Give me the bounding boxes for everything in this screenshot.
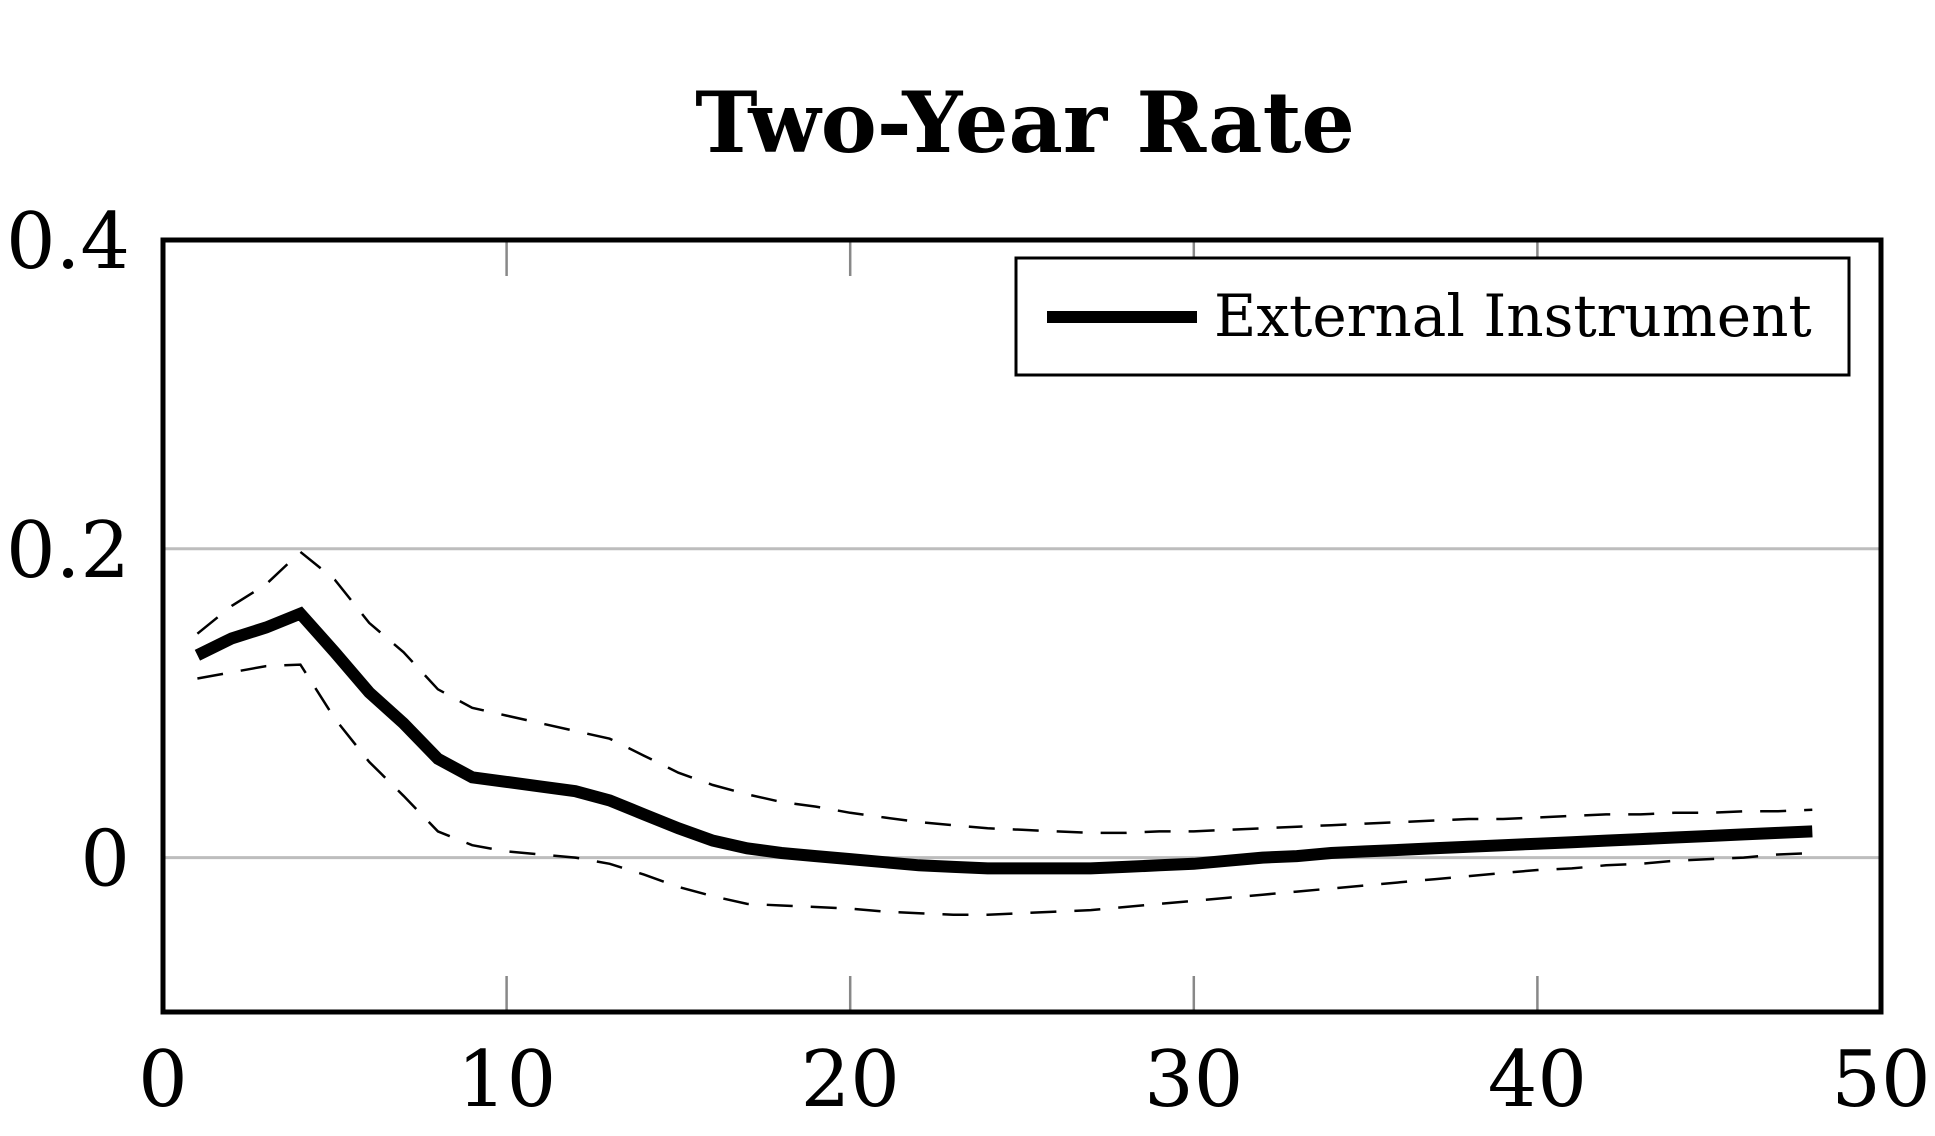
- y-tick-label-1: 0.2: [6, 506, 130, 596]
- grid: [163, 547, 1881, 860]
- series-line-external-instrument: [194, 606, 1813, 875]
- x-tick-labels: 0 10 20 30 40 50: [138, 1035, 1930, 1125]
- lower-band-line: [197, 663, 1813, 916]
- upper-band-line: [196, 550, 1813, 835]
- y-tick-label-0: 0: [80, 815, 130, 905]
- y-tick-label-2: 0.4: [6, 197, 130, 287]
- plot-frame: [160, 237, 1884, 1015]
- x-tick-label-4: 40: [1488, 1035, 1587, 1125]
- x-tick-label-3: 30: [1144, 1035, 1243, 1125]
- chart-title: Two-Year Rate: [695, 73, 1355, 172]
- legend-label: External Instrument: [1214, 282, 1812, 350]
- legend: External Instrument: [1014, 256, 1851, 377]
- series: [194, 550, 1813, 916]
- x-tick-label-5: 50: [1831, 1035, 1930, 1125]
- x-tick-label-0: 0: [138, 1035, 188, 1125]
- x-tick-label-1: 10: [457, 1035, 556, 1125]
- x-tick-label-2: 20: [801, 1035, 900, 1125]
- y-tick-labels: 0 0.2 0.4: [6, 197, 130, 905]
